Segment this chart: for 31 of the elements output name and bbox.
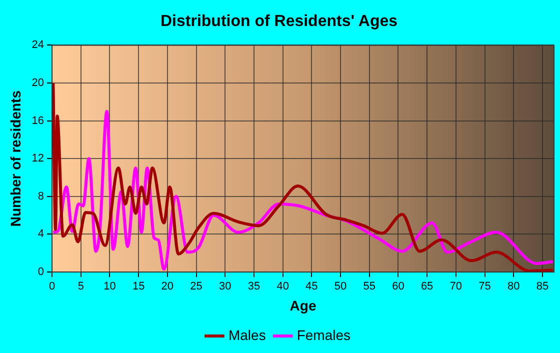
- y-tick-label: 20: [32, 77, 44, 90]
- x-tick-label: 30: [219, 280, 232, 293]
- x-tick-label: 50: [334, 280, 347, 293]
- x-tick-label: 45: [306, 280, 318, 293]
- x-tick-label: 75: [478, 280, 491, 293]
- y-tick-label: 12: [32, 152, 44, 165]
- y-tick-label: 0: [38, 266, 44, 278]
- y-tick-label: 4: [38, 228, 44, 240]
- legend-label: Males: [228, 326, 266, 343]
- x-tick-label: 65: [420, 280, 434, 293]
- x-axis-title: Age: [290, 297, 316, 314]
- x-tick-label: 10: [104, 280, 116, 293]
- x-tick-label: 60: [392, 280, 404, 293]
- chart-title: Distribution of Residents' Ages: [160, 13, 398, 30]
- x-tick-label: 80: [507, 280, 520, 293]
- x-tick-label: 85: [536, 280, 549, 293]
- x-tick-label: 35: [248, 280, 260, 293]
- x-tick-label: 25: [190, 280, 202, 293]
- x-tick-label: 40: [276, 280, 289, 293]
- y-tick-label: 24: [32, 39, 44, 52]
- legend-label: Females: [296, 326, 351, 343]
- line-series: [52, 82, 554, 272]
- x-tick-label: 55: [363, 280, 376, 293]
- x-tick-label: 0: [48, 280, 56, 293]
- x-tick-label: 15: [132, 280, 145, 293]
- x-tick-label: 20: [161, 280, 174, 293]
- y-axis-title: Number of residents: [7, 90, 24, 227]
- x-tick-label: 5: [78, 280, 84, 293]
- y-tick-label: 8: [38, 190, 44, 202]
- x-tick-label: 70: [450, 280, 462, 293]
- y-tick-label: 16: [32, 114, 44, 127]
